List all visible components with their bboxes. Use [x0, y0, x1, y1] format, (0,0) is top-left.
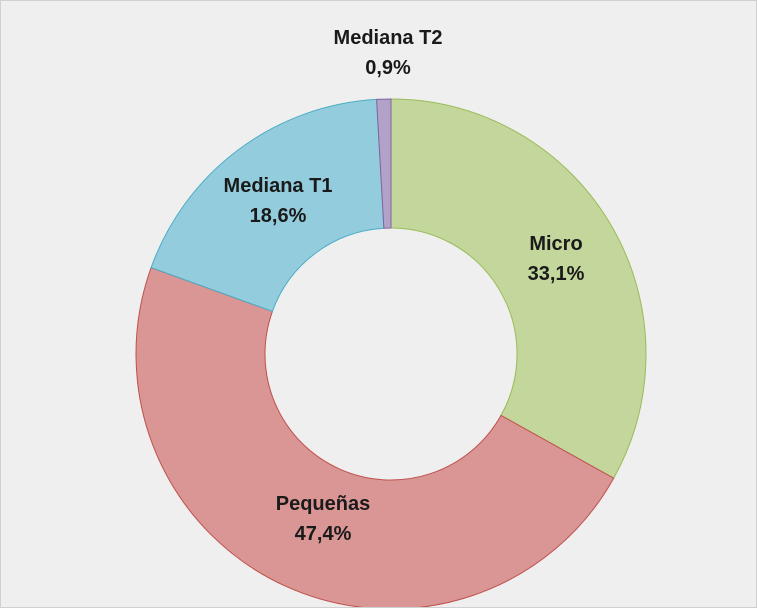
slice-label: Pequeñas 47,4%: [258, 489, 388, 549]
donut-slice: [150, 98, 385, 312]
donut-slice: [390, 98, 647, 479]
category-label: Mediana T2: [333, 27, 443, 49]
slice-label: Mediana T1 18,6%: [223, 171, 333, 231]
value-label: 18,6%: [249, 205, 307, 227]
value-label: 33,1%: [527, 263, 585, 285]
donut-slice: [376, 98, 392, 229]
donut-slice: [135, 266, 615, 607]
category-label: Mediana T1: [223, 175, 333, 197]
category-label: Pequeñas: [275, 493, 371, 515]
value-label: 47,4%: [294, 523, 352, 545]
slice-label: Micro 33,1%: [511, 229, 601, 289]
value-label: 0,9%: [365, 57, 411, 79]
category-label: Micro: [529, 233, 583, 255]
slice-label: Mediana T2 0,9%: [333, 23, 443, 83]
